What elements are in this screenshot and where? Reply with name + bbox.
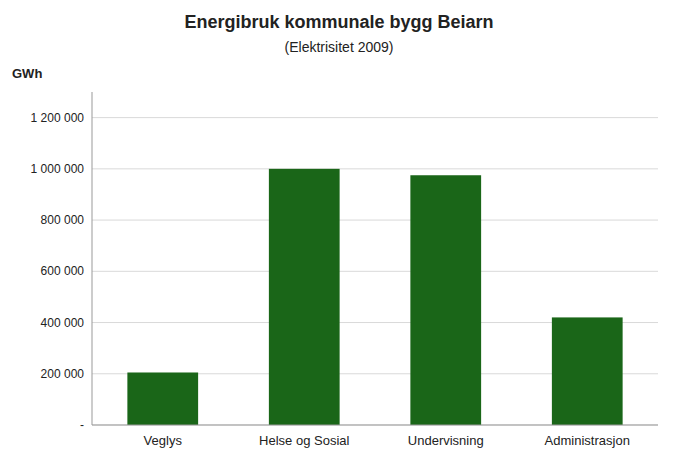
y-tick-label: 400 000 — [41, 316, 85, 330]
bar — [552, 317, 623, 425]
y-tick-label: 800 000 — [41, 213, 85, 227]
x-tick-label: Undervisning — [408, 433, 484, 448]
bar — [410, 175, 481, 425]
bars — [127, 169, 622, 425]
y-grid — [92, 118, 658, 425]
y-axis-line — [92, 92, 93, 425]
x-tick-labels: Veglys Helse og Sosial Undervisning Adminis… — [144, 433, 630, 448]
subtitle: (Elektrisitet 2009) — [285, 39, 394, 55]
y-tick-label: 1 000 000 — [31, 162, 85, 176]
y-axis-label: GWh — [12, 66, 42, 81]
grid-line — [92, 271, 658, 272]
y-tick-label: 600 000 — [41, 264, 85, 278]
title: Energibruk kommunale bygg Beiarn — [184, 12, 493, 32]
grid-line — [92, 220, 658, 221]
x-tick-label: Veglys — [144, 433, 183, 448]
y-tick-label: 200 000 — [41, 367, 85, 381]
chart-container: Energibruk kommunale bygg Beiarn (Elektri… — [0, 0, 678, 475]
x-axis-line — [92, 425, 658, 426]
x-tick-label: Administrasjon — [545, 433, 630, 448]
chart-svg: Energibruk kommunale bygg Beiarn (Elektri… — [0, 0, 678, 475]
y-tick-labels: - 200 000 400 000 600 000 800 000 1 000 000 1 … — [31, 111, 85, 432]
x-tick-label: Helse og Sosial — [259, 433, 349, 448]
y-tick-label: 1 200 000 — [31, 111, 85, 125]
grid-line — [92, 168, 658, 169]
grid-line — [92, 425, 658, 426]
y-tick-label: - — [80, 418, 84, 432]
bar — [127, 372, 198, 425]
grid-line — [92, 117, 658, 118]
bar — [269, 169, 340, 425]
